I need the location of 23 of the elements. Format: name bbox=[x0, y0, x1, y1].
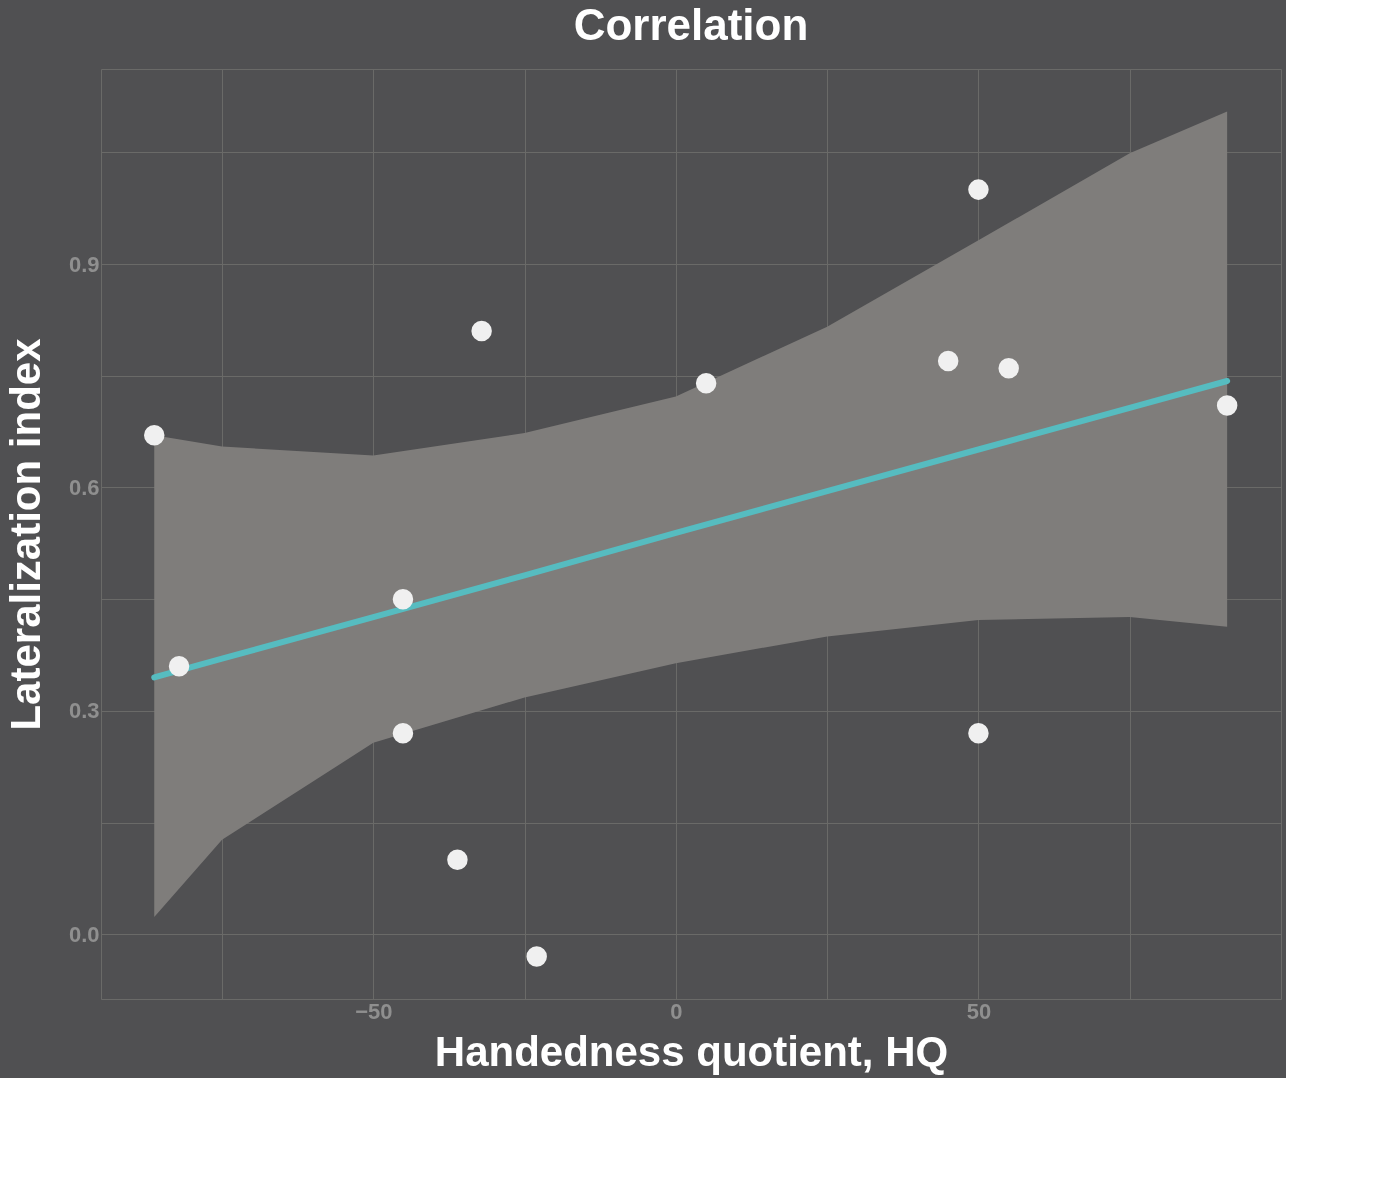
y-tick-label: 0.0 bbox=[68, 921, 100, 947]
x-tick-label: 0 bbox=[670, 998, 683, 1024]
point bbox=[144, 425, 165, 446]
point bbox=[1216, 395, 1238, 416]
point bbox=[695, 372, 717, 394]
point bbox=[392, 722, 414, 744]
y-tick-label: 0.6 bbox=[68, 474, 100, 500]
y-tick-label: 0.9 bbox=[68, 251, 100, 277]
point bbox=[447, 849, 468, 870]
chart-title: Correlation bbox=[573, 0, 809, 49]
point bbox=[526, 946, 547, 967]
point bbox=[937, 350, 959, 372]
point bbox=[968, 722, 989, 744]
point bbox=[168, 655, 190, 677]
point bbox=[392, 588, 414, 610]
point bbox=[998, 358, 1019, 379]
y-tick-label: 0.3 bbox=[68, 698, 100, 724]
x-tick-label: −50 bbox=[355, 998, 393, 1024]
x-axis-title: Handedness quotient, HQ bbox=[434, 1027, 949, 1075]
point bbox=[968, 179, 989, 200]
point bbox=[471, 320, 492, 342]
x-tick-label: 50 bbox=[966, 998, 992, 1024]
y-axis-title: Lateralization index bbox=[1, 337, 49, 731]
